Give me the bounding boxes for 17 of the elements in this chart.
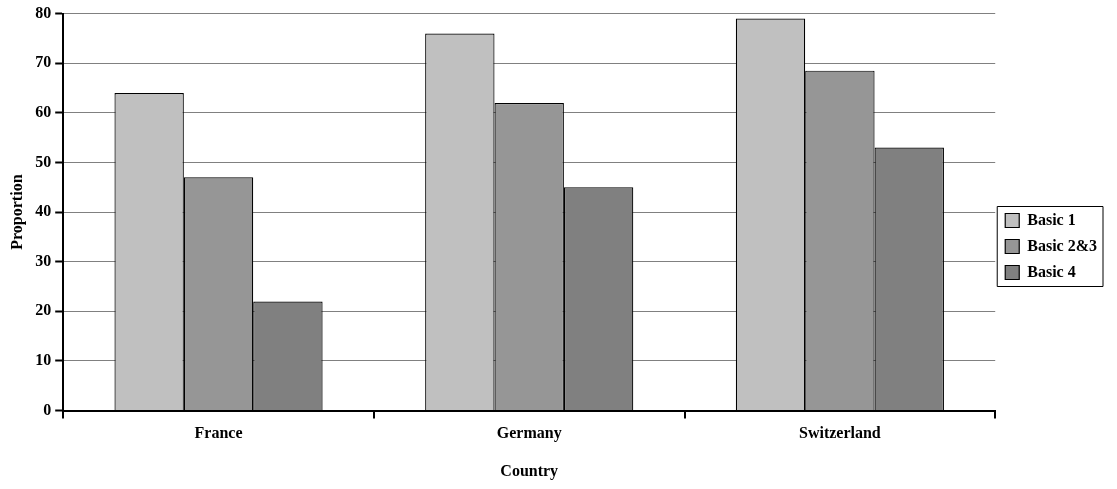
x-tick-label: Germany — [496, 424, 562, 443]
legend-label: Basic 2&3 — [1027, 236, 1098, 254]
y-tick-label: 40 — [35, 202, 52, 220]
y-tick-label: 20 — [35, 301, 52, 319]
y-tick-label: 0 — [43, 400, 52, 418]
y-tick-label: 60 — [35, 102, 52, 120]
x-axis-title: Country — [500, 461, 559, 480]
y-tick-label: 50 — [35, 152, 52, 170]
y-tick-label: 10 — [35, 351, 52, 369]
y-axis-title: Proportion — [7, 174, 26, 250]
y-tick-label: 30 — [35, 251, 52, 269]
y-tick-label: 80 — [35, 3, 52, 21]
legend-label: Basic 1 — [1027, 210, 1076, 228]
x-tick-label: Switzerland — [799, 424, 881, 442]
x-tick-label: France — [194, 424, 243, 442]
legend-label: Basic 4 — [1027, 262, 1076, 280]
y-tick-label: 70 — [35, 53, 52, 71]
